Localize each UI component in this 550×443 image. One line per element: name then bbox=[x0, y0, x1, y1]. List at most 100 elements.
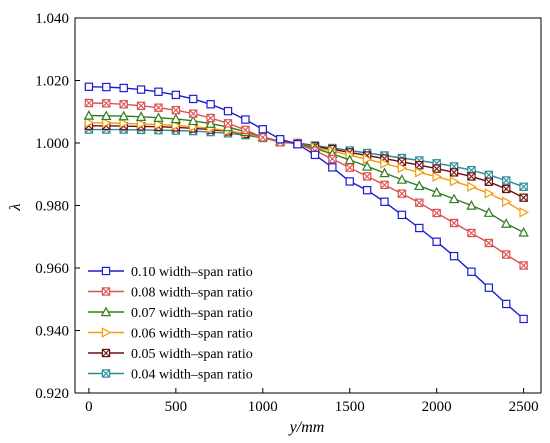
data-point bbox=[484, 177, 494, 186]
data-point bbox=[379, 167, 390, 178]
data-point bbox=[345, 177, 354, 186]
legend-label: 0.07 width–span ratio bbox=[131, 306, 253, 321]
data-point bbox=[449, 176, 460, 187]
data-point bbox=[484, 283, 494, 292]
x-tick-label: 1000 bbox=[248, 399, 278, 415]
series-5 bbox=[84, 125, 528, 191]
y-tick-label: 1.040 bbox=[35, 11, 69, 27]
legend-marker bbox=[101, 287, 111, 296]
x-tick-label: 1500 bbox=[335, 399, 365, 415]
data-point bbox=[136, 101, 146, 111]
data-point bbox=[449, 168, 459, 177]
legend-item: 0.06 width–span ratio bbox=[88, 327, 253, 342]
legend-item: 0.07 width–span ratio bbox=[88, 306, 253, 321]
data-point bbox=[519, 182, 528, 191]
data-point bbox=[466, 200, 477, 210]
data-point bbox=[483, 207, 495, 217]
data-point bbox=[380, 158, 390, 169]
data-point bbox=[153, 112, 164, 122]
legend-item: 0.04 width–span ratio bbox=[88, 368, 253, 383]
data-point bbox=[502, 196, 512, 207]
data-point bbox=[362, 154, 373, 165]
data-point bbox=[362, 185, 372, 195]
data-point bbox=[361, 160, 373, 171]
data-point bbox=[118, 110, 129, 121]
data-point bbox=[396, 174, 408, 184]
axes-layer: 0 500 1000 1500 2000 2500 0.920 0.940 0.960 0.980… bbox=[35, 11, 538, 415]
data-point bbox=[83, 110, 95, 120]
legend-marker bbox=[100, 306, 112, 317]
x-tick-label: 500 bbox=[165, 399, 188, 415]
data-point bbox=[328, 163, 337, 172]
data-point bbox=[84, 82, 94, 91]
legend-marker bbox=[101, 348, 111, 358]
legend: 0.10 width–span ratio 0.08 width–span rat… bbox=[88, 265, 253, 383]
x-tick-label: 2500 bbox=[509, 399, 539, 415]
legend-label: 0.08 width–span ratio bbox=[131, 286, 253, 301]
x-axis-label: y/mm bbox=[288, 419, 325, 436]
data-point bbox=[519, 193, 528, 202]
y-tick-label: 0.940 bbox=[35, 324, 69, 340]
data-point bbox=[206, 113, 215, 123]
data-point bbox=[432, 208, 441, 218]
data-point bbox=[189, 109, 198, 118]
data-point bbox=[380, 197, 389, 206]
data-point bbox=[415, 167, 425, 178]
data-point bbox=[501, 218, 512, 228]
data-point bbox=[84, 98, 94, 108]
series-4 bbox=[84, 121, 528, 202]
data-point bbox=[223, 119, 233, 128]
data-point bbox=[102, 82, 111, 92]
data-point bbox=[380, 180, 389, 190]
data-point bbox=[519, 207, 530, 218]
data-point bbox=[223, 106, 233, 116]
data-point bbox=[136, 118, 147, 130]
data-point bbox=[431, 186, 442, 197]
data-point bbox=[397, 162, 408, 174]
y-tick-label: 0.920 bbox=[35, 386, 69, 402]
data-point bbox=[171, 90, 181, 100]
data-point bbox=[467, 172, 476, 181]
legend-marker bbox=[101, 369, 111, 378]
data-point bbox=[135, 111, 147, 121]
y-tick-label: 0.960 bbox=[35, 261, 69, 277]
data-point bbox=[154, 87, 163, 96]
legend-label: 0.05 width–span ratio bbox=[131, 347, 253, 362]
data-point bbox=[205, 118, 216, 128]
data-point bbox=[467, 228, 476, 238]
data-point bbox=[397, 189, 407, 198]
legend-item: 0.08 width–span ratio bbox=[88, 286, 253, 301]
data-point bbox=[170, 113, 182, 124]
data-point bbox=[448, 193, 460, 204]
data-point bbox=[189, 94, 198, 104]
data-point bbox=[102, 99, 111, 108]
data-point bbox=[119, 83, 128, 93]
data-point bbox=[502, 250, 511, 259]
legend-label: 0.10 width–span ratio bbox=[131, 265, 253, 280]
data-point bbox=[328, 154, 337, 164]
data-point bbox=[241, 125, 250, 135]
data-point bbox=[84, 117, 95, 128]
data-point bbox=[188, 115, 199, 126]
x-tick-label: 0 bbox=[85, 399, 93, 415]
data-point bbox=[432, 171, 443, 182]
series-layer bbox=[83, 82, 530, 324]
data-point bbox=[502, 184, 511, 194]
legend-marker bbox=[101, 327, 112, 338]
data-point bbox=[432, 237, 441, 246]
data-point bbox=[415, 160, 424, 170]
data-point bbox=[136, 85, 146, 94]
data-point bbox=[362, 172, 372, 181]
data-point bbox=[449, 251, 459, 261]
data-point bbox=[502, 176, 511, 185]
data-point bbox=[258, 125, 267, 134]
data-point bbox=[518, 226, 529, 237]
series-line bbox=[88, 102, 524, 267]
data-point bbox=[502, 299, 511, 309]
data-point bbox=[484, 188, 495, 199]
data-point bbox=[344, 154, 355, 165]
y-tick-label: 0.980 bbox=[35, 199, 69, 215]
data-point bbox=[397, 157, 407, 166]
data-point bbox=[154, 103, 163, 112]
